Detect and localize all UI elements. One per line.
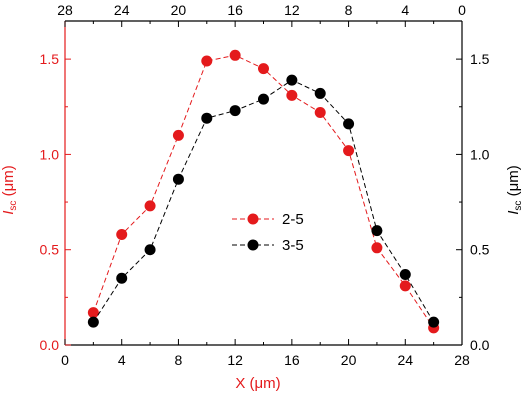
- y-tick-label-left: 0.5: [40, 242, 60, 258]
- series-1: [87, 49, 440, 334]
- data-point: [314, 87, 326, 99]
- x-tick-label-top: 0: [458, 2, 466, 18]
- y-tick-label-left: 0.0: [40, 337, 60, 353]
- data-point: [286, 74, 298, 86]
- data-point: [144, 200, 156, 212]
- left-y-title-unit: (μm): [0, 165, 17, 200]
- legend-label-series-1: 2-5: [282, 211, 304, 228]
- x-tick-label-top: 20: [171, 2, 187, 18]
- data-point: [399, 280, 411, 292]
- data-point: [144, 244, 156, 256]
- right-y-title-unit: (μm): [505, 165, 522, 200]
- x-tick-label-bottom: 4: [118, 352, 126, 368]
- y-tick-label-left: 1.0: [40, 146, 60, 162]
- left-y-axis-title: Isc (μm): [0, 165, 19, 214]
- data-point: [201, 55, 213, 67]
- y-tick-label-right: 0.0: [470, 337, 490, 353]
- series-2: [87, 74, 440, 328]
- legend-marker-series-2: [247, 239, 259, 251]
- legend-label-series-2: 3-5: [282, 237, 304, 254]
- y-tick-label-right: 1.0: [470, 146, 490, 162]
- x-tick-label-top: 12: [284, 2, 300, 18]
- x-tick-label-bottom: 24: [397, 352, 413, 368]
- legend-item-series-2: 3-5: [232, 237, 304, 254]
- right-y-title-main: I: [505, 211, 522, 215]
- data-point: [87, 316, 99, 328]
- x-tick-label-bottom: 12: [227, 352, 243, 368]
- data-point: [343, 145, 355, 157]
- right-y-axis-title: Isc (μm): [505, 165, 524, 214]
- data-point: [371, 225, 383, 237]
- svg-text:Isc (μm): Isc (μm): [505, 165, 524, 214]
- data-point: [314, 106, 326, 118]
- data-point: [428, 316, 440, 328]
- data-point: [172, 173, 184, 185]
- legend: 2-5 3-5: [232, 211, 304, 254]
- x-tick-label-bottom: 20: [341, 352, 357, 368]
- y-tick-label-right: 1.5: [470, 51, 490, 67]
- data-point: [229, 105, 241, 117]
- x-tick-label-top: 28: [57, 2, 73, 18]
- axis-ticks: [64, 21, 463, 346]
- data-point: [371, 242, 383, 254]
- x-tick-label-top: 8: [345, 2, 353, 18]
- y-tick-label-right: 0.5: [470, 242, 490, 258]
- x-tick-label-top: 4: [401, 2, 409, 18]
- legend-item-series-1: 2-5: [232, 211, 304, 228]
- x-axis-title: X (μm): [235, 375, 280, 392]
- data-series: [87, 49, 440, 334]
- right-y-title-sub: sc: [513, 201, 524, 211]
- data-point: [116, 228, 128, 240]
- data-point: [258, 93, 269, 105]
- x-tick-label-bottom: 8: [175, 352, 183, 368]
- legend-marker-series-1: [247, 213, 259, 225]
- data-point: [286, 89, 298, 101]
- data-point: [116, 272, 128, 284]
- data-point: [229, 49, 241, 61]
- x-tick-label-bottom: 28: [454, 352, 470, 368]
- x-tick-label-bottom: 0: [61, 352, 69, 368]
- data-point: [258, 63, 269, 75]
- x-tick-label-top: 24: [114, 2, 130, 18]
- data-point: [87, 307, 99, 319]
- data-point: [343, 118, 355, 130]
- left-y-title-sub: sc: [8, 201, 19, 211]
- y-tick-label-left: 1.5: [40, 51, 60, 67]
- x-tick-label-bottom: 16: [284, 352, 300, 368]
- svg-text:Isc (μm): Isc (μm): [0, 165, 19, 214]
- data-point: [172, 129, 184, 141]
- data-point: [201, 112, 213, 124]
- left-y-title-main: I: [0, 211, 17, 215]
- x-tick-label-top: 16: [227, 2, 243, 18]
- data-point: [399, 268, 411, 280]
